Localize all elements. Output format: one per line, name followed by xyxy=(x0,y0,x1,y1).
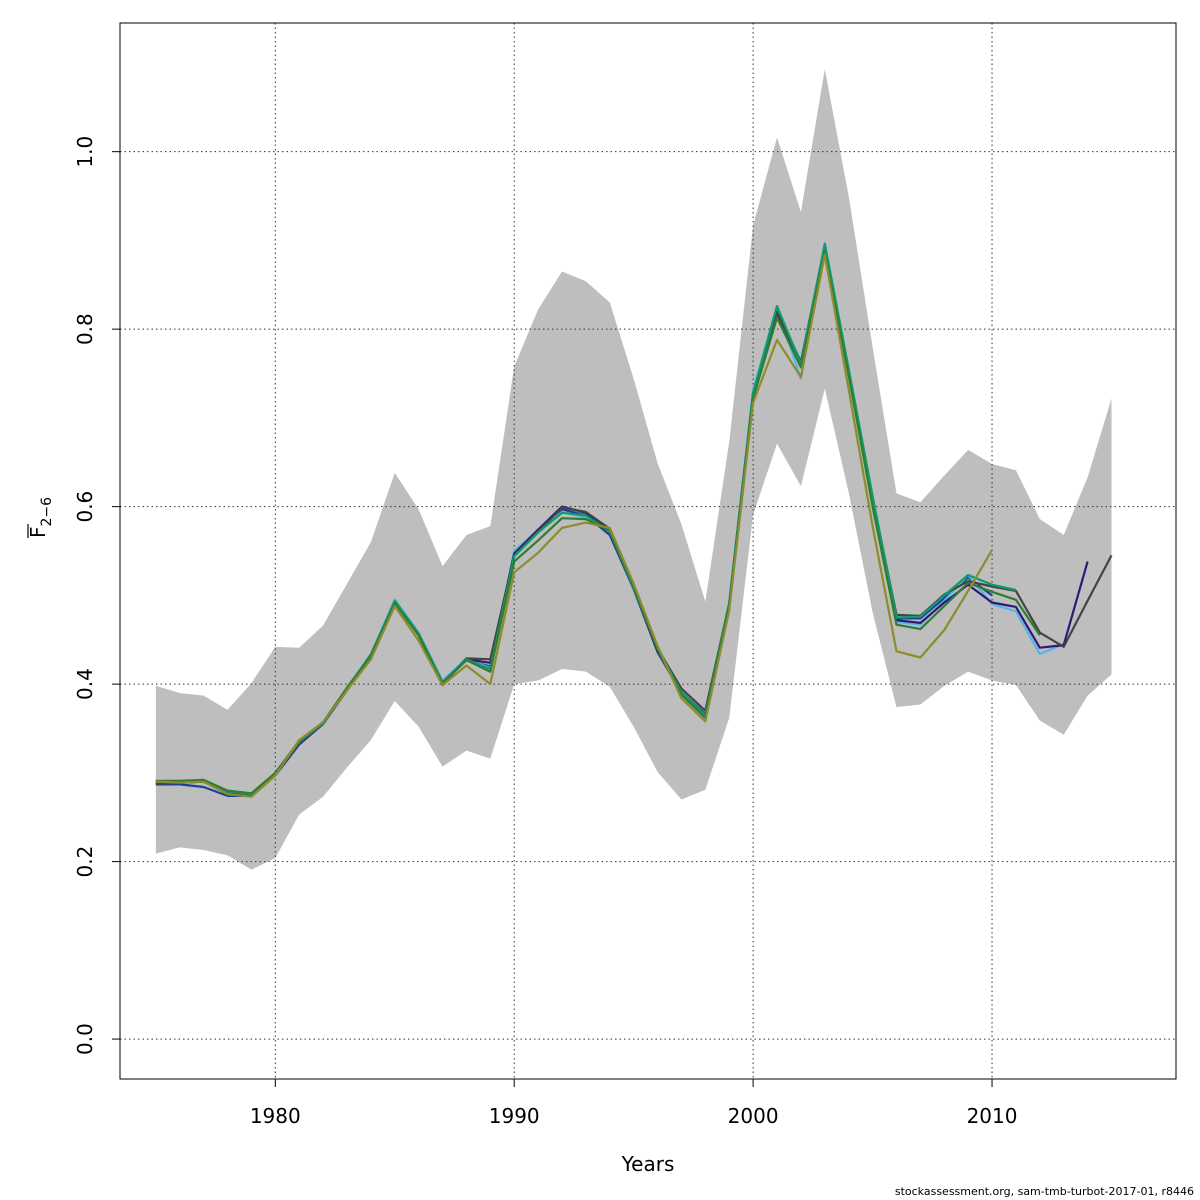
y-tick-label-1.0: 1.0 xyxy=(73,136,97,168)
x-axis-title: Years xyxy=(621,1152,675,1176)
y-tick-label-0.8: 0.8 xyxy=(73,313,97,345)
x-tick-label-2000: 2000 xyxy=(728,1104,779,1128)
x-tick-label-1990: 1990 xyxy=(489,1104,540,1128)
y-tick-label-0.6: 0.6 xyxy=(73,491,97,523)
svg-text:F2−6: F2−6 xyxy=(26,497,55,538)
axis-layer: 1980 1990 2000 2010 0.0 0.2 0.4 0.6 0.8 1.0 xyxy=(73,136,1017,1128)
y-axis-title-main: F xyxy=(26,526,50,538)
y-axis-title-subscript: 2−6 xyxy=(39,497,55,527)
series-layer xyxy=(155,242,1113,798)
source-credit: stockassessment.org, sam-tmb-turbot-2017… xyxy=(894,1185,1194,1198)
y-tick-label-0.0: 0.0 xyxy=(73,1023,97,1055)
x-tick-label-2010: 2010 xyxy=(967,1104,1018,1128)
confidence-band-layer xyxy=(155,69,1112,870)
x-tick-label-1980: 1980 xyxy=(250,1104,301,1128)
confidence-band xyxy=(155,69,1112,870)
series-line-7 xyxy=(155,253,993,798)
y-tick-label-0.4: 0.4 xyxy=(73,668,97,700)
y-tick-label-0.2: 0.2 xyxy=(73,846,97,878)
y-axis-title: F2−6 xyxy=(26,497,55,538)
plot-frame xyxy=(119,22,1177,1080)
